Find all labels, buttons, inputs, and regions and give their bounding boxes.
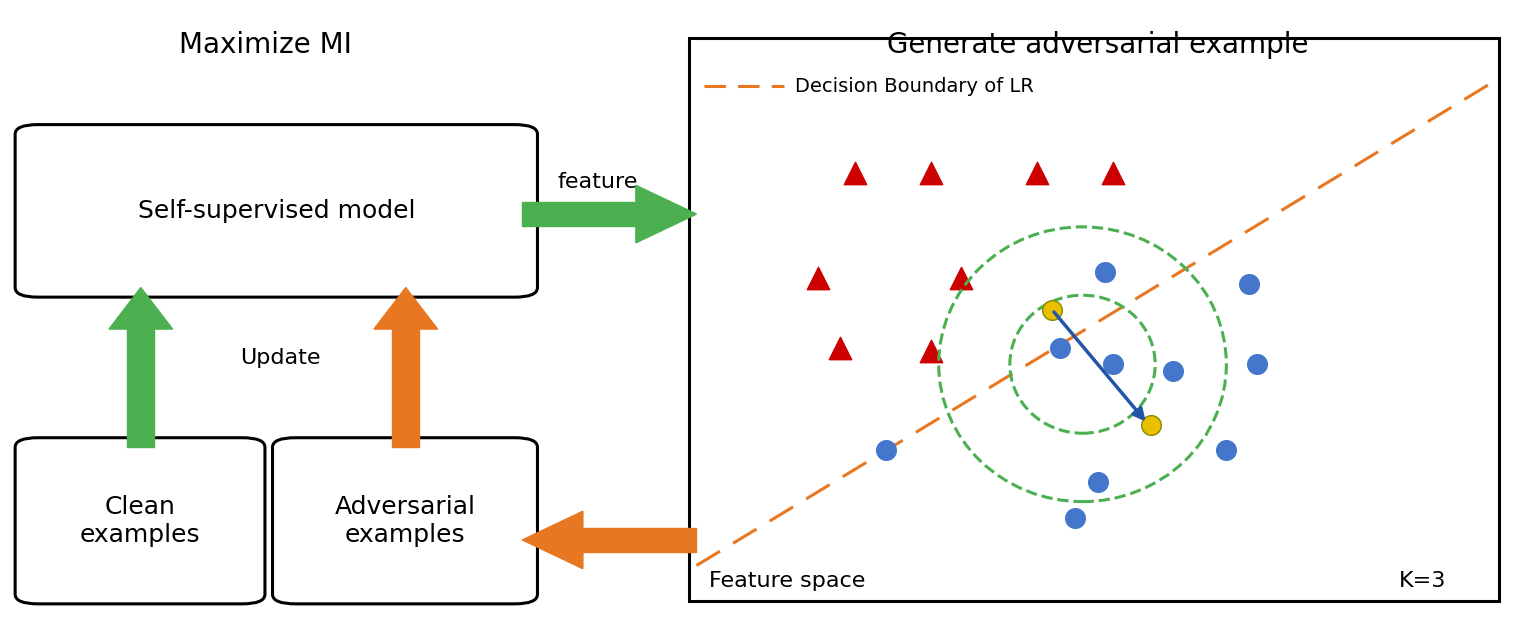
Text: Adversarial
examples: Adversarial examples: [335, 495, 475, 547]
Point: [1086, 477, 1110, 488]
Point: [1048, 343, 1072, 353]
Point: [805, 273, 830, 283]
Polygon shape: [374, 288, 438, 329]
Bar: [392, 329, 419, 447]
Text: Maximize MI: Maximize MI: [179, 31, 351, 59]
Point: [1025, 167, 1049, 178]
Bar: [127, 329, 154, 447]
Point: [1063, 512, 1087, 523]
Point: [919, 167, 943, 178]
FancyBboxPatch shape: [15, 125, 537, 297]
FancyBboxPatch shape: [15, 438, 265, 604]
Text: Clean
examples: Clean examples: [80, 495, 200, 547]
Bar: [689, 38, 1499, 601]
Point: [1237, 279, 1261, 289]
Point: [1101, 359, 1125, 369]
Point: [1093, 266, 1117, 277]
Point: [1101, 167, 1125, 178]
Text: Feature space: Feature space: [709, 571, 864, 592]
Point: [1139, 420, 1163, 430]
Polygon shape: [109, 288, 173, 329]
Point: [828, 343, 852, 353]
FancyBboxPatch shape: [273, 438, 537, 604]
Point: [874, 445, 898, 456]
Polygon shape: [636, 185, 696, 243]
Text: Generate adversarial example: Generate adversarial example: [887, 31, 1308, 59]
Text: feature: feature: [557, 172, 639, 192]
Point: [1040, 305, 1064, 315]
Text: K=3: K=3: [1399, 571, 1446, 592]
Point: [843, 167, 868, 178]
Point: [1214, 445, 1238, 456]
Point: [919, 346, 943, 357]
Point: [949, 273, 974, 283]
Polygon shape: [522, 511, 583, 569]
Text: Decision Boundary of LR: Decision Boundary of LR: [795, 77, 1034, 96]
Text: Update: Update: [239, 348, 321, 368]
Bar: [583, 528, 696, 552]
Text: Self-supervised model: Self-supervised model: [138, 199, 415, 223]
Bar: [522, 202, 636, 226]
Point: [1161, 366, 1185, 376]
Point: [1245, 359, 1269, 369]
